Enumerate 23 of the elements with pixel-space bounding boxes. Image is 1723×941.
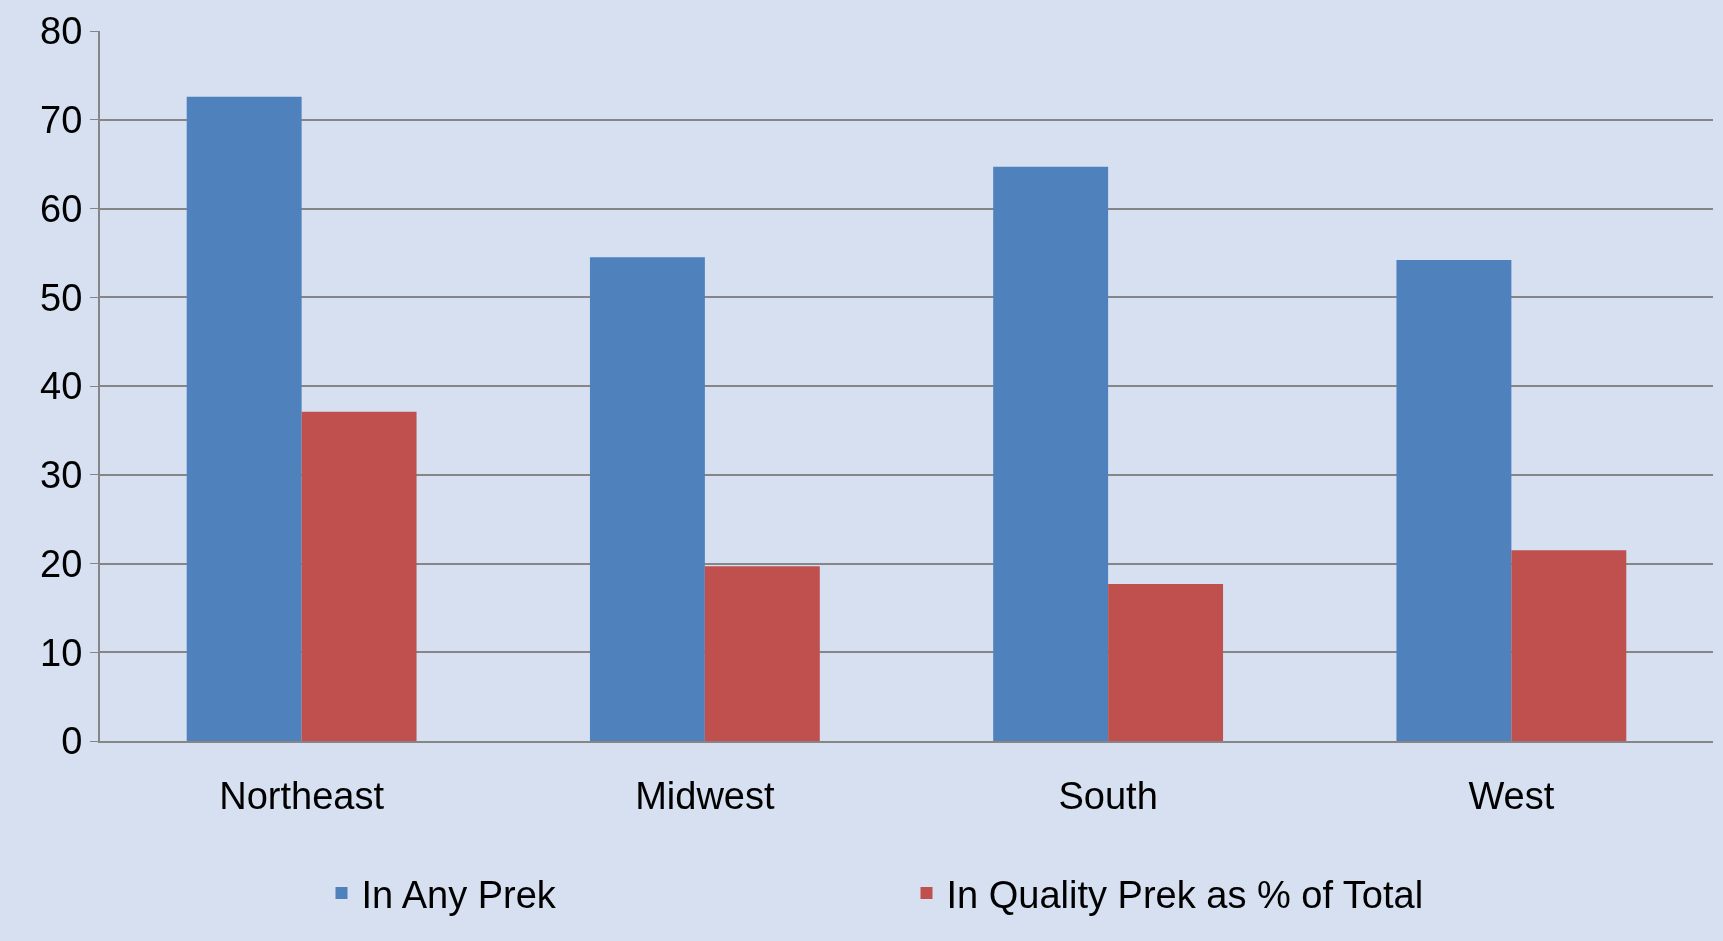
- x-tick-label: South: [1058, 774, 1158, 817]
- bar: [1396, 259, 1512, 741]
- y-tick-label: 20: [40, 542, 83, 585]
- bar: [993, 166, 1109, 741]
- bar: [589, 257, 705, 741]
- x-tick-label: Northeast: [219, 774, 385, 817]
- bar: [1108, 583, 1224, 741]
- y-tick-label: 60: [40, 187, 83, 230]
- y-tick-label: 70: [40, 99, 83, 142]
- bar: [1511, 550, 1627, 741]
- bar: [301, 411, 417, 741]
- y-tick-label: 50: [40, 276, 83, 319]
- x-tick-label: West: [1468, 774, 1555, 817]
- x-tick-label: Midwest: [635, 774, 775, 817]
- legend-label: In Any Prek: [361, 873, 557, 916]
- y-tick-label: 80: [40, 10, 83, 53]
- legend-label: In Quality Prek as % of Total: [946, 873, 1424, 916]
- y-tick-label: 0: [61, 720, 83, 763]
- y-tick-label: 40: [40, 365, 83, 408]
- bar: [704, 566, 820, 741]
- y-tick-label: 30: [40, 454, 83, 497]
- bar: [186, 96, 302, 741]
- y-tick-label: 10: [40, 631, 83, 674]
